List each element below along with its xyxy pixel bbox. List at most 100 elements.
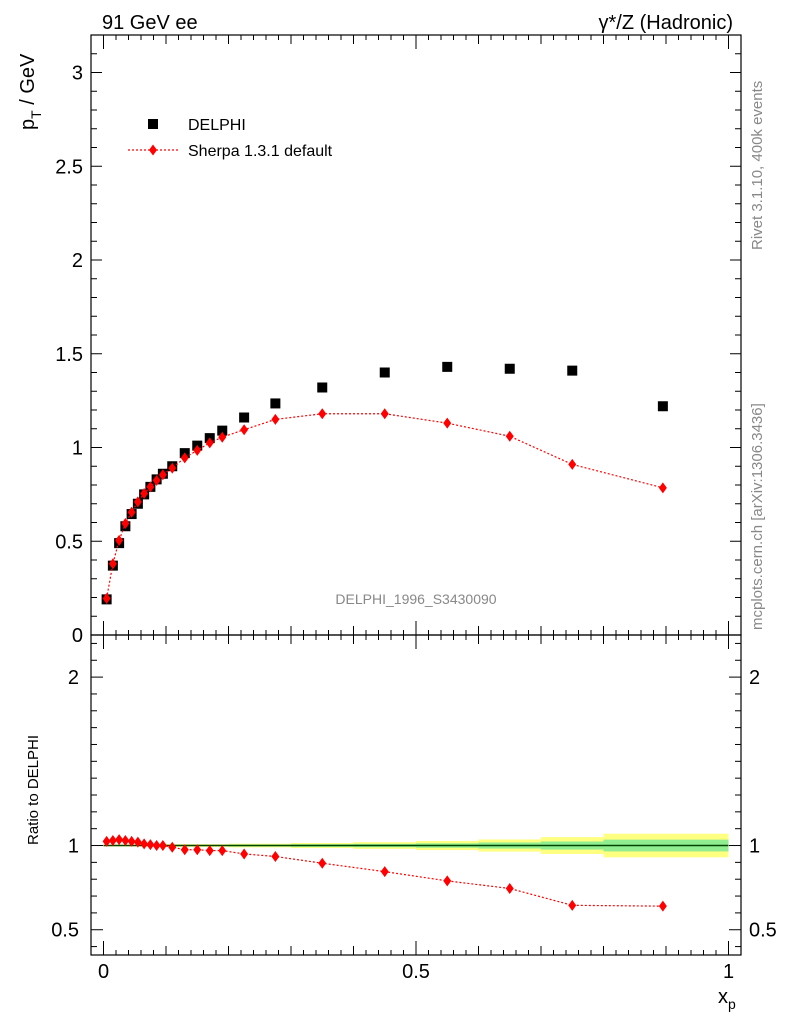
ratio-point	[140, 838, 149, 850]
sherpa-point	[168, 462, 177, 474]
ratio-y-axis: 0.5 0.5 1 1 2 2	[51, 642, 777, 948]
main-y-tick-label: 0.5	[55, 531, 83, 553]
sherpa-point	[193, 444, 202, 456]
sherpa-point	[158, 469, 167, 481]
ratio-line	[106, 839, 663, 907]
main-y-tick-label: 0	[72, 625, 83, 647]
ratio-y-tick-label-left: 0.5	[51, 920, 79, 942]
mcplots-label: mcplots.cern.ch [arXiv:1306.3436]	[749, 403, 766, 630]
delphi-point	[504, 363, 515, 374]
ratio-x-axis: 0 0.5 1	[98, 635, 734, 983]
ratio-point	[152, 840, 161, 852]
ratio-point	[658, 900, 667, 912]
sherpa-point	[505, 430, 514, 442]
sherpa-point	[152, 474, 161, 486]
sherpa-point	[443, 417, 452, 429]
main-x-axis	[103, 35, 729, 635]
ratio-y-tick-label-left: 1	[68, 836, 79, 858]
ratio-point	[568, 899, 577, 911]
main-y-tick-label: 3	[72, 63, 83, 85]
x-axis-symbol: x	[718, 986, 728, 1008]
ratio-point	[158, 840, 167, 852]
legend-delphi-marker	[148, 119, 158, 129]
ratio-y-axis-title: Ratio to DELPHI	[25, 735, 42, 845]
x-tick-label: 0	[98, 961, 109, 983]
analysis-watermark: DELPHI_1996_S3430090	[335, 591, 496, 607]
ratio-point	[443, 875, 452, 887]
legend-sherpa-marker	[149, 144, 157, 156]
header-left-label: 91 GeV ee	[102, 12, 198, 34]
main-y-axis: 0 0.5 1 1.5 2 2.5 3	[55, 34, 741, 647]
sherpa-point	[218, 431, 227, 443]
ratio-series	[102, 834, 667, 912]
ratio-point	[505, 882, 514, 894]
sherpa-point	[140, 487, 149, 499]
ratio-point	[318, 857, 327, 869]
ratio-point	[380, 866, 389, 878]
delphi-point	[442, 361, 453, 372]
ratio-point	[127, 835, 136, 847]
main-y-axis-subscript: T	[28, 110, 44, 119]
ratio-point	[218, 845, 227, 857]
legend-sherpa-label: Sherpa 1.3.1 default	[188, 143, 333, 160]
sherpa-point	[127, 506, 136, 518]
main-y-tick-label: 1.5	[55, 344, 83, 366]
ratio-point	[180, 844, 189, 856]
ratio-point	[102, 835, 111, 847]
main-y-tick-label: 2	[72, 250, 83, 272]
ratio-y-tick-label-left: 2	[68, 667, 79, 689]
ratio-y-tick-label-right: 1	[749, 836, 760, 858]
ratio-plot: 0 0.5 10.5 0.51 12 2	[51, 634, 777, 983]
sherpa-point	[380, 408, 389, 420]
delphi-point	[657, 401, 668, 412]
sherpa-point	[108, 558, 117, 570]
main-y-tick-label: 1	[72, 438, 83, 460]
rivet-version-label: Rivet 3.1.10, 400k events	[749, 81, 766, 250]
sherpa-point	[240, 424, 249, 436]
main-y-axis-title: pT / GeV	[17, 53, 44, 130]
svg-text:pT / GeV: pT / GeV	[17, 53, 44, 130]
delphi-point	[270, 398, 281, 409]
sherpa-point	[146, 481, 155, 493]
sherpa-point	[658, 482, 667, 494]
delphi-point	[217, 425, 228, 436]
main-y-tick-label: 2.5	[55, 156, 83, 178]
svg-text:xp: xp	[718, 986, 736, 1012]
ratio-point	[115, 834, 124, 846]
sherpa-series	[102, 408, 667, 604]
sherpa-point	[205, 437, 214, 449]
main-y-axis-symbol: p	[17, 119, 39, 130]
ratio-point	[271, 850, 280, 862]
sherpa-point	[121, 517, 130, 529]
sherpa-point	[271, 413, 280, 425]
ratio-point	[240, 848, 249, 860]
sherpa-point	[115, 534, 124, 546]
ratio-y-tick-label-right: 0.5	[749, 920, 777, 942]
ratio-y-tick-label-right: 2	[749, 667, 760, 689]
sherpa-point	[180, 452, 189, 464]
header-right-label: γ*/Z (Hadronic)	[599, 12, 733, 34]
sherpa-line	[106, 413, 664, 599]
x-tick-label: 0.5	[402, 961, 430, 983]
sherpa-point	[133, 496, 142, 508]
legend-delphi-label: DELPHI	[188, 117, 246, 134]
ratio-point	[205, 845, 214, 857]
delphi-point	[239, 412, 250, 423]
x-tick-label: 1	[723, 961, 734, 983]
ratio-point	[193, 844, 202, 856]
main-y-axis-unit: / GeV	[17, 53, 39, 110]
delphi-point	[317, 382, 328, 393]
ratio-point	[133, 836, 142, 848]
delphi-series	[101, 361, 668, 605]
sherpa-point	[318, 408, 327, 420]
legend: DELPHI Sherpa 1.3.1 default	[128, 117, 333, 160]
x-axis-subscript: p	[728, 996, 736, 1012]
ratio-point	[121, 834, 130, 846]
ratio-plot-frame	[90, 634, 742, 956]
sherpa-point	[102, 592, 111, 604]
ratio-point	[108, 834, 117, 846]
sherpa-point	[568, 458, 577, 470]
ratio-point	[146, 839, 155, 851]
delphi-point	[379, 367, 390, 378]
main-plot: 0 0.5 1 1.5 2 2.5 3 DELPHI Sherpa 1.3.1 default	[55, 34, 742, 647]
